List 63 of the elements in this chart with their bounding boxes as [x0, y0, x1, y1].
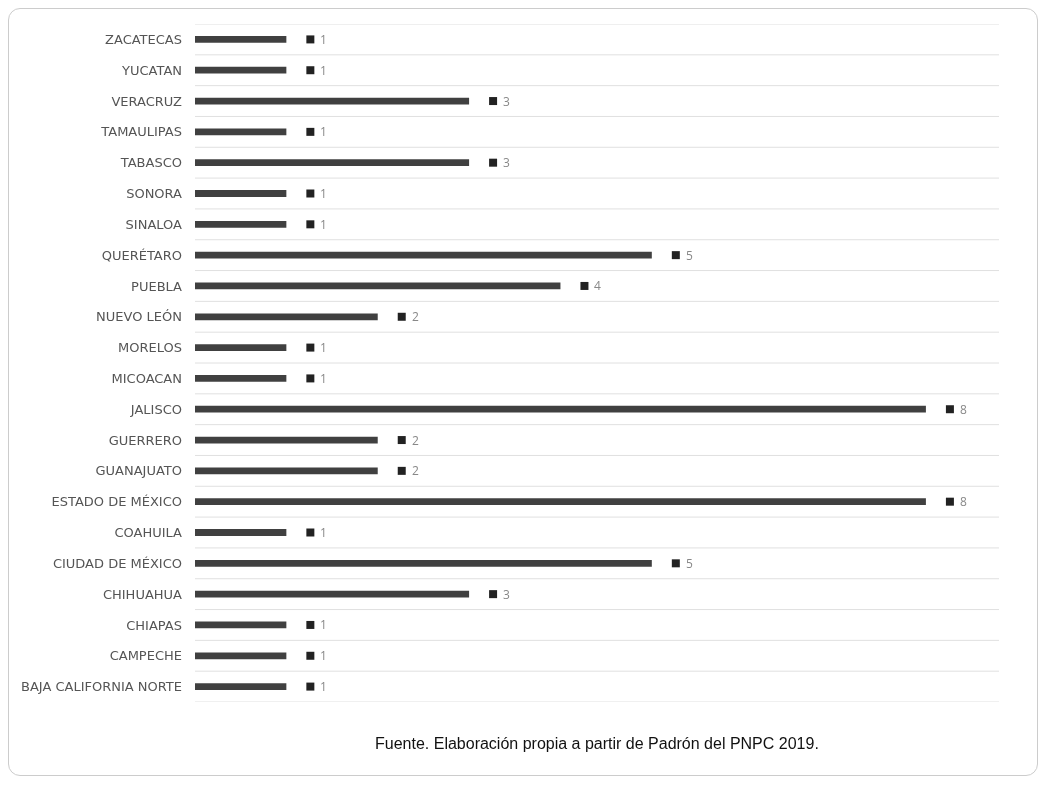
y-tick-label: TAMAULIPAS: [100, 124, 182, 140]
y-tick-label: COAHUILA: [114, 525, 183, 541]
y-tick-label: BAJA CALIFORNIA NORTE: [20, 679, 182, 695]
bar: [195, 36, 287, 43]
data-label: 8: [960, 493, 967, 510]
bar: [195, 375, 287, 382]
y-tick-label: YUCATAN: [121, 62, 182, 78]
data-label: 3: [503, 586, 510, 603]
data-label: 1: [320, 616, 327, 633]
y-tick-label: TABASCO: [119, 155, 182, 171]
data-label: 8: [960, 401, 967, 418]
data-label: 3: [503, 154, 510, 171]
bar: [195, 405, 926, 413]
bar: [195, 529, 287, 536]
data-label: 1: [320, 62, 327, 79]
bar: [195, 128, 287, 136]
bar: [195, 559, 652, 567]
y-tick-label: SINALOA: [125, 216, 183, 232]
y-tick-label: GUERRERO: [108, 432, 182, 448]
y-tick-label: PUEBLA: [131, 278, 183, 294]
data-label: 1: [320, 339, 327, 356]
y-tick-label: CHIAPAS: [126, 617, 182, 633]
bar: [195, 467, 378, 475]
data-label: 1: [320, 31, 327, 48]
bar: [195, 220, 287, 228]
y-tick-label: CAMPECHE: [109, 648, 182, 664]
source-note: Fuente. Elaboración propia a partir de Padrón del PNPC 2019.: [375, 735, 819, 752]
data-label: 4: [594, 277, 601, 294]
bar: [195, 159, 470, 167]
bar: [195, 683, 287, 690]
data-label: 2: [412, 308, 419, 325]
y-tick-label: ZACATECAS: [105, 31, 182, 47]
data-label: 5: [686, 555, 693, 572]
y-tick-label: SONORA: [126, 186, 183, 202]
y-tick-label: JALISCO: [129, 401, 182, 417]
bar: [195, 66, 287, 74]
y-tick-label: QUERÉTARO: [101, 247, 182, 263]
bar: [195, 498, 926, 506]
y-tick-label: NUEVO LEÓN: [96, 309, 182, 325]
data-label: 1: [320, 524, 327, 541]
bar: [195, 313, 378, 321]
bar: [195, 251, 652, 259]
y-tick-label: GUANAJUATO: [95, 463, 182, 479]
data-label: 5: [686, 247, 693, 264]
y-tick-label: MICOACAN: [111, 370, 182, 386]
bar: [195, 652, 287, 660]
data-label: 2: [412, 462, 419, 479]
bar: [195, 590, 470, 598]
y-tick-label: CHIHUAHUA: [102, 586, 183, 602]
data-label: 2: [412, 432, 419, 449]
data-label: 3: [503, 93, 510, 110]
bar: [195, 190, 287, 197]
y-tick-label: MORELOS: [118, 340, 182, 356]
data-label: 1: [320, 216, 327, 233]
bar: [195, 344, 287, 351]
data-label: 1: [320, 370, 327, 387]
data-label: 1: [320, 678, 327, 695]
data-label: 1: [320, 123, 327, 140]
y-tick-label: CIUDAD DE MÉXICO: [52, 555, 182, 571]
data-label: 1: [320, 185, 327, 202]
y-tick-label: VERACRUZ: [111, 93, 183, 109]
data-label: 1: [320, 647, 327, 664]
y-tick-label: ESTADO DE MÉXICO: [51, 494, 182, 510]
